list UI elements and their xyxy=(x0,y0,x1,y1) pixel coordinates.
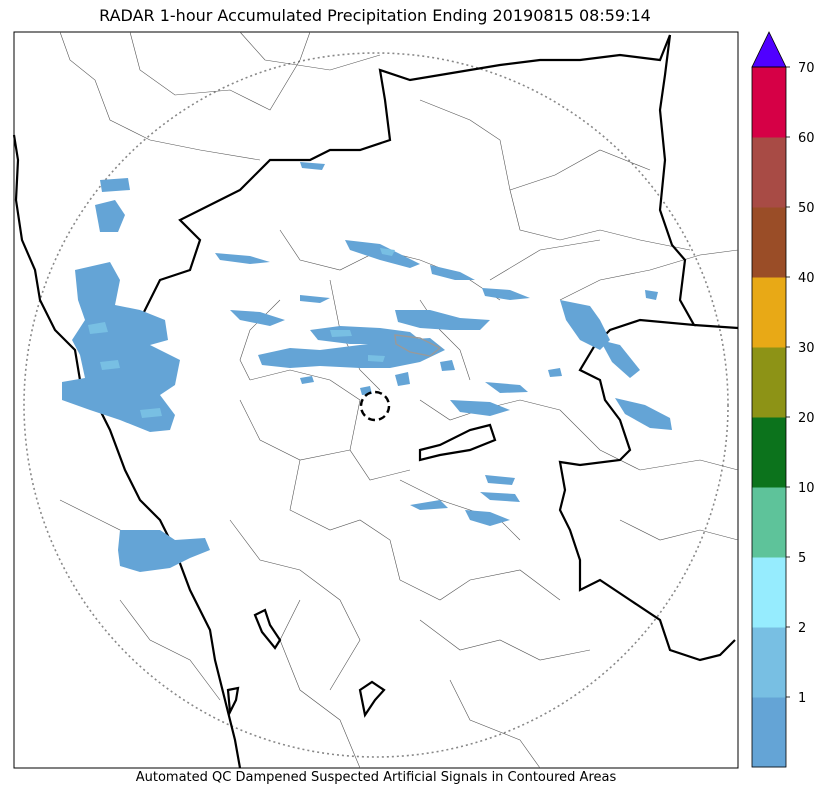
colorbar-bin xyxy=(752,207,786,278)
colorbar-bin xyxy=(752,277,786,348)
colorbar-tick-label: 5 xyxy=(798,551,806,566)
precipitation-echoes xyxy=(62,162,672,572)
state-boundaries xyxy=(12,34,739,769)
colorbar-tick-label: 10 xyxy=(798,481,815,496)
colorbar-tick-label: 2 xyxy=(798,621,806,636)
colorbar-bin xyxy=(752,137,786,208)
colorbar-bin xyxy=(752,697,786,768)
colorbar-bin xyxy=(752,347,786,418)
colorbar-tick-label: 1 xyxy=(798,691,806,706)
colorbar-tick-label: 50 xyxy=(798,201,815,216)
qc-contour xyxy=(394,334,442,357)
colorbar-extend-arrow xyxy=(751,31,787,68)
colorbar-bin xyxy=(752,627,786,698)
footer-note: Automated QC Dampened Suspected Artifici… xyxy=(135,770,617,785)
radar-site-marker xyxy=(359,390,391,422)
colorbar-tick-label: 30 xyxy=(798,341,815,356)
chart-title: RADAR 1-hour Accumulated Precipitation E… xyxy=(99,6,651,25)
colorbar-bin xyxy=(752,487,786,558)
colorbar-tick-label: 70 xyxy=(798,61,815,76)
colorbar-tick-label: 20 xyxy=(798,411,815,426)
precipitation-light-cells xyxy=(88,248,395,418)
colorbar-bin xyxy=(752,417,786,488)
colorbar-tick-label: 60 xyxy=(798,131,815,146)
colorbar-ticks: 1 2 5 10 20 30 40 50 60 70 xyxy=(786,61,815,706)
colorbar-bins xyxy=(752,67,786,768)
colorbar-tick-label: 40 xyxy=(798,271,815,286)
colorbar-bin xyxy=(752,67,786,138)
radar-range-ring xyxy=(23,52,729,758)
colorbar-bin xyxy=(752,557,786,628)
